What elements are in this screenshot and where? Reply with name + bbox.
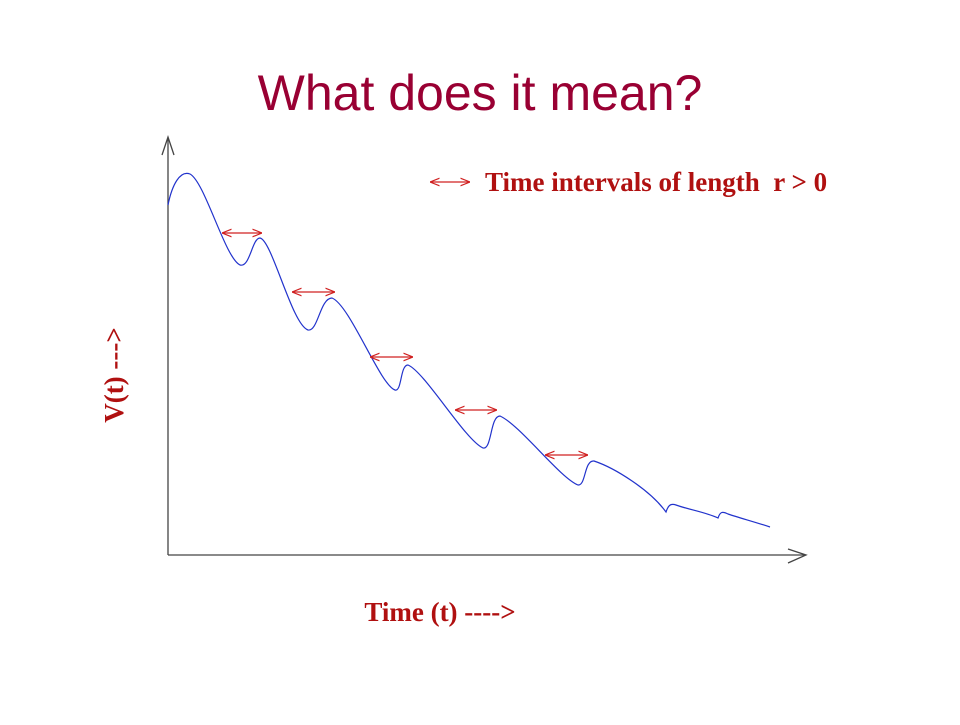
legend-text: Time intervals of length r > 0 xyxy=(485,167,827,197)
y-arrowhead xyxy=(161,134,175,156)
axes xyxy=(161,134,808,564)
slide-title: What does it mean? xyxy=(258,65,703,121)
x-axis-label: Time (t) ----> xyxy=(364,597,515,627)
x-arrowhead xyxy=(787,548,808,564)
curve xyxy=(167,172,771,528)
y-axis-label: V(t) ---> xyxy=(99,327,129,423)
interval-arrows xyxy=(222,182,588,455)
